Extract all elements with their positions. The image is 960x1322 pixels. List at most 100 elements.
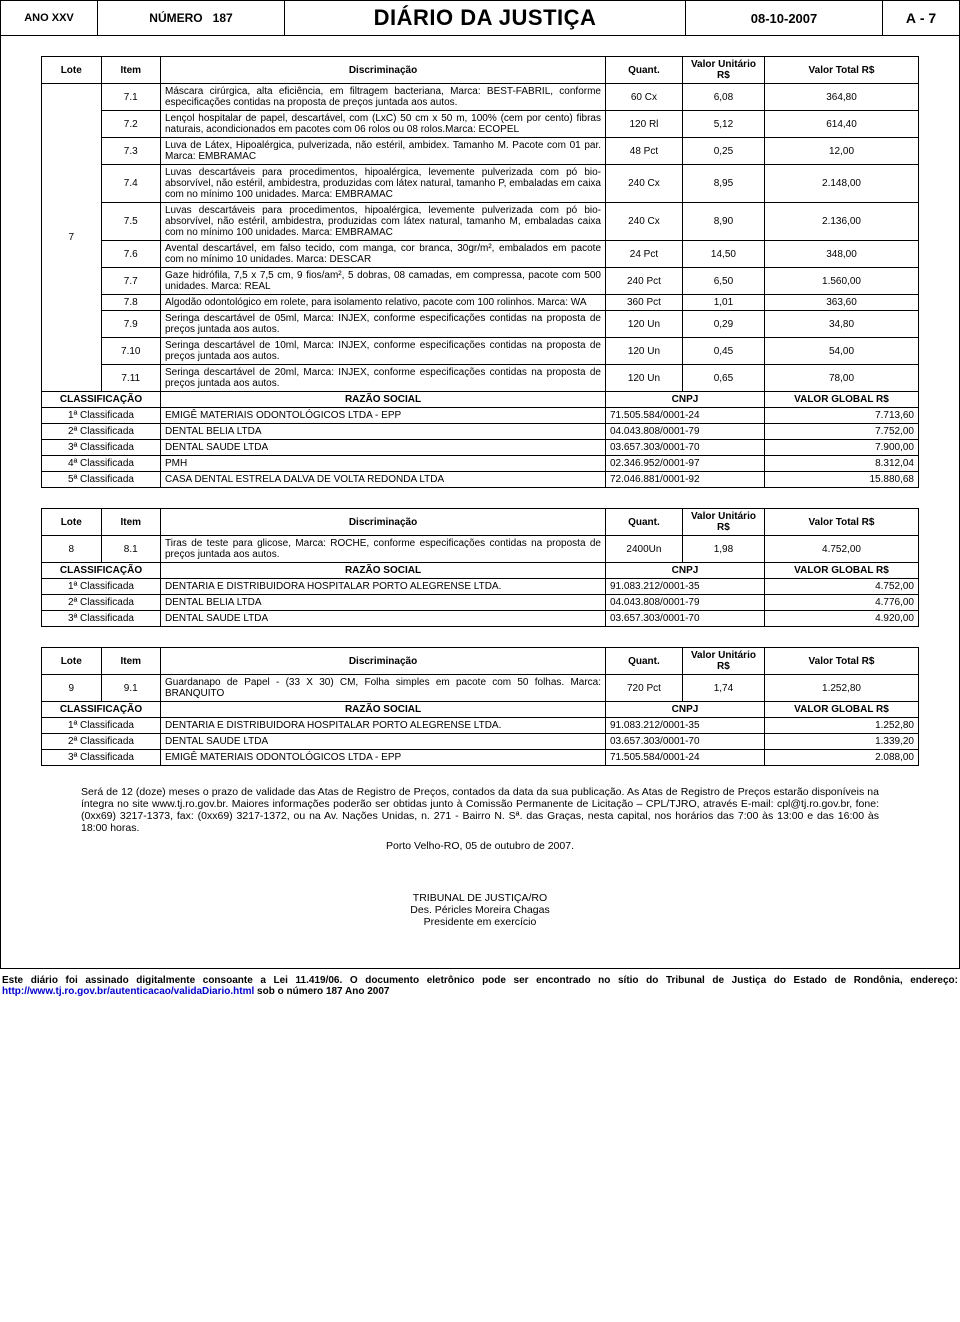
razao-cell: DENTAL SAUDE LTDA [161, 734, 606, 750]
unit-cell: 8,95 [682, 165, 764, 203]
rank-cell: 1ª Classificada [42, 408, 161, 424]
cnpj-cell: 71.505.584/0001-24 [606, 408, 765, 424]
cnpj-cell: 03.657.303/0001-70 [606, 440, 765, 456]
item-cell: 7.11 [101, 365, 161, 392]
classification-row: 3ª ClassificadaDENTAL SAUDE LTDA03.657.3… [42, 611, 919, 627]
cnpj-cell: 91.083.212/0001-35 [606, 579, 765, 595]
rank-cell: 2ª Classificada [42, 734, 161, 750]
total-cell: 348,00 [765, 241, 919, 268]
table-row: 7.11Seringa descartável de 20ml, Marca: … [42, 365, 919, 392]
valor-cell: 7.900,00 [765, 440, 919, 456]
bottom-link[interactable]: http://www.tj.ro.gov.br/autenticacao/val… [2, 986, 254, 997]
disc-cell: Seringa descartável de 05ml, Marca: INJE… [161, 311, 606, 338]
quant-cell: 720 Pct [606, 675, 683, 702]
table-row: 7.2Lençol hospitalar de papel, descartáv… [42, 111, 919, 138]
classification-row: 1ª ClassificadaDENTARIA E DISTRIBUIDORA … [42, 718, 919, 734]
class-col-valor: VALOR GLOBAL R$ [765, 392, 919, 408]
class-col-valor: VALOR GLOBAL R$ [765, 702, 919, 718]
cnpj-cell: 71.505.584/0001-24 [606, 750, 765, 766]
unit-cell: 14,50 [682, 241, 764, 268]
class-col-class: CLASSIFICAÇÃO [42, 563, 161, 579]
quant-cell: 240 Pct [606, 268, 683, 295]
class-col-class: CLASSIFICAÇÃO [42, 392, 161, 408]
unit-cell: 0,45 [682, 338, 764, 365]
unit-cell: 0,29 [682, 311, 764, 338]
total-cell: 78,00 [765, 365, 919, 392]
bottom-note: Este diário foi assinado digitalmente co… [0, 975, 960, 997]
col-total: Valor Total R$ [765, 648, 919, 675]
unit-cell: 6,08 [682, 84, 764, 111]
col-lote: Lote [42, 648, 102, 675]
rank-cell: 3ª Classificada [42, 750, 161, 766]
razao-cell: PMH [161, 456, 606, 472]
total-cell: 614,40 [765, 111, 919, 138]
classification-header: CLASSIFICAÇÃO RAZÃO SOCIAL CNPJ VALOR GL… [42, 563, 919, 579]
total-cell: 34,80 [765, 311, 919, 338]
header-numero: NÚMERO 187 [98, 1, 285, 35]
valor-cell: 15.880,68 [765, 472, 919, 488]
sign-line1: TRIBUNAL DE JUSTIÇA/RO [41, 892, 919, 904]
quant-cell: 120 Rl [606, 111, 683, 138]
rank-cell: 2ª Classificada [42, 595, 161, 611]
disc-cell: Avental descartável, em falso tecido, co… [161, 241, 606, 268]
total-cell: 2.136,00 [765, 203, 919, 241]
item-cell: 7.4 [101, 165, 161, 203]
valor-cell: 1.252,80 [765, 718, 919, 734]
lote9-table: Lote Item Discriminação Quant. Valor Uni… [41, 647, 919, 766]
quant-cell: 120 Un [606, 365, 683, 392]
disc-cell: Algodão odontológico em rolete, para iso… [161, 295, 606, 311]
classification-row: 4ª ClassificadaPMH02.346.952/0001-978.31… [42, 456, 919, 472]
lote-cell: 9 [42, 675, 102, 702]
page-container: ANO XXV NÚMERO 187 DIÁRIO DA JUSTIÇA 08-… [0, 0, 960, 969]
valor-cell: 4.752,00 [765, 579, 919, 595]
table-row: 7.3Luva de Látex, Hipoalérgica, pulveriz… [42, 138, 919, 165]
rank-cell: 4ª Classificada [42, 456, 161, 472]
table-row: 7.5Luvas descartáveis para procedimentos… [42, 203, 919, 241]
item-cell: 7.9 [101, 311, 161, 338]
col-total: Valor Total R$ [765, 509, 919, 536]
quant-cell: 60 Cx [606, 84, 683, 111]
unit-cell: 6,50 [682, 268, 764, 295]
class-col-cnpj: CNPJ [606, 392, 765, 408]
rank-cell: 1ª Classificada [42, 718, 161, 734]
quant-cell: 120 Un [606, 311, 683, 338]
col-quant: Quant. [606, 57, 683, 84]
total-cell: 1.252,80 [765, 675, 919, 702]
quant-cell: 240 Cx [606, 203, 683, 241]
col-unit: Valor Unitário R$ [682, 57, 764, 84]
disc-cell: Seringa descartável de 10ml, Marca: INJE… [161, 338, 606, 365]
lote7-table: Lote Item Discriminação Quant. Valor Uni… [41, 56, 919, 488]
col-item: Item [101, 509, 161, 536]
item-cell: 7.2 [101, 111, 161, 138]
classification-row: 3ª ClassificadaDENTAL SAUDE LTDA03.657.3… [42, 440, 919, 456]
table-row: 7.7Gaze hidrófila, 7,5 x 7,5 cm, 9 fios/… [42, 268, 919, 295]
disc-cell: Lençol hospitalar de papel, descartável,… [161, 111, 606, 138]
unit-cell: 1,01 [682, 295, 764, 311]
col-quant: Quant. [606, 648, 683, 675]
razao-cell: EMIGÊ MATERIAIS ODONTOLÓGICOS LTDA - EPP [161, 750, 606, 766]
cnpj-cell: 04.043.808/0001-79 [606, 595, 765, 611]
table-row: 7.8Algodão odontológico em rolete, para … [42, 295, 919, 311]
table-row: 7.6Avental descartável, em falso tecido,… [42, 241, 919, 268]
total-cell: 1.560,00 [765, 268, 919, 295]
disc-cell: Guardanapo de Papel - (33 X 30) CM, Folh… [161, 675, 606, 702]
razao-cell: DENTAL BELIA LTDA [161, 595, 606, 611]
signature-block: TRIBUNAL DE JUSTIÇA/RO Des. Péricles Mor… [41, 892, 919, 928]
razao-cell: DENTAL BELIA LTDA [161, 424, 606, 440]
col-lote: Lote [42, 57, 102, 84]
item-cell: 7.7 [101, 268, 161, 295]
class-col-cnpj: CNPJ [606, 563, 765, 579]
classification-row: 2ª ClassificadaDENTAL BELIA LTDA04.043.8… [42, 595, 919, 611]
valor-cell: 4.920,00 [765, 611, 919, 627]
cnpj-cell: 02.346.952/0001-97 [606, 456, 765, 472]
item-cell: 7.3 [101, 138, 161, 165]
rank-cell: 2ª Classificada [42, 424, 161, 440]
disc-cell: Seringa descartável de 20ml, Marca: INJE… [161, 365, 606, 392]
classification-row: 2ª ClassificadaDENTAL SAUDE LTDA03.657.3… [42, 734, 919, 750]
classification-header: CLASSIFICAÇÃO RAZÃO SOCIAL CNPJ VALOR GL… [42, 392, 919, 408]
col-disc: Discriminação [161, 648, 606, 675]
item-cell: 7.6 [101, 241, 161, 268]
page-header: ANO XXV NÚMERO 187 DIÁRIO DA JUSTIÇA 08-… [1, 1, 959, 36]
quant-cell: 48 Pct [606, 138, 683, 165]
classification-row: 2ª ClassificadaDENTAL BELIA LTDA04.043.8… [42, 424, 919, 440]
